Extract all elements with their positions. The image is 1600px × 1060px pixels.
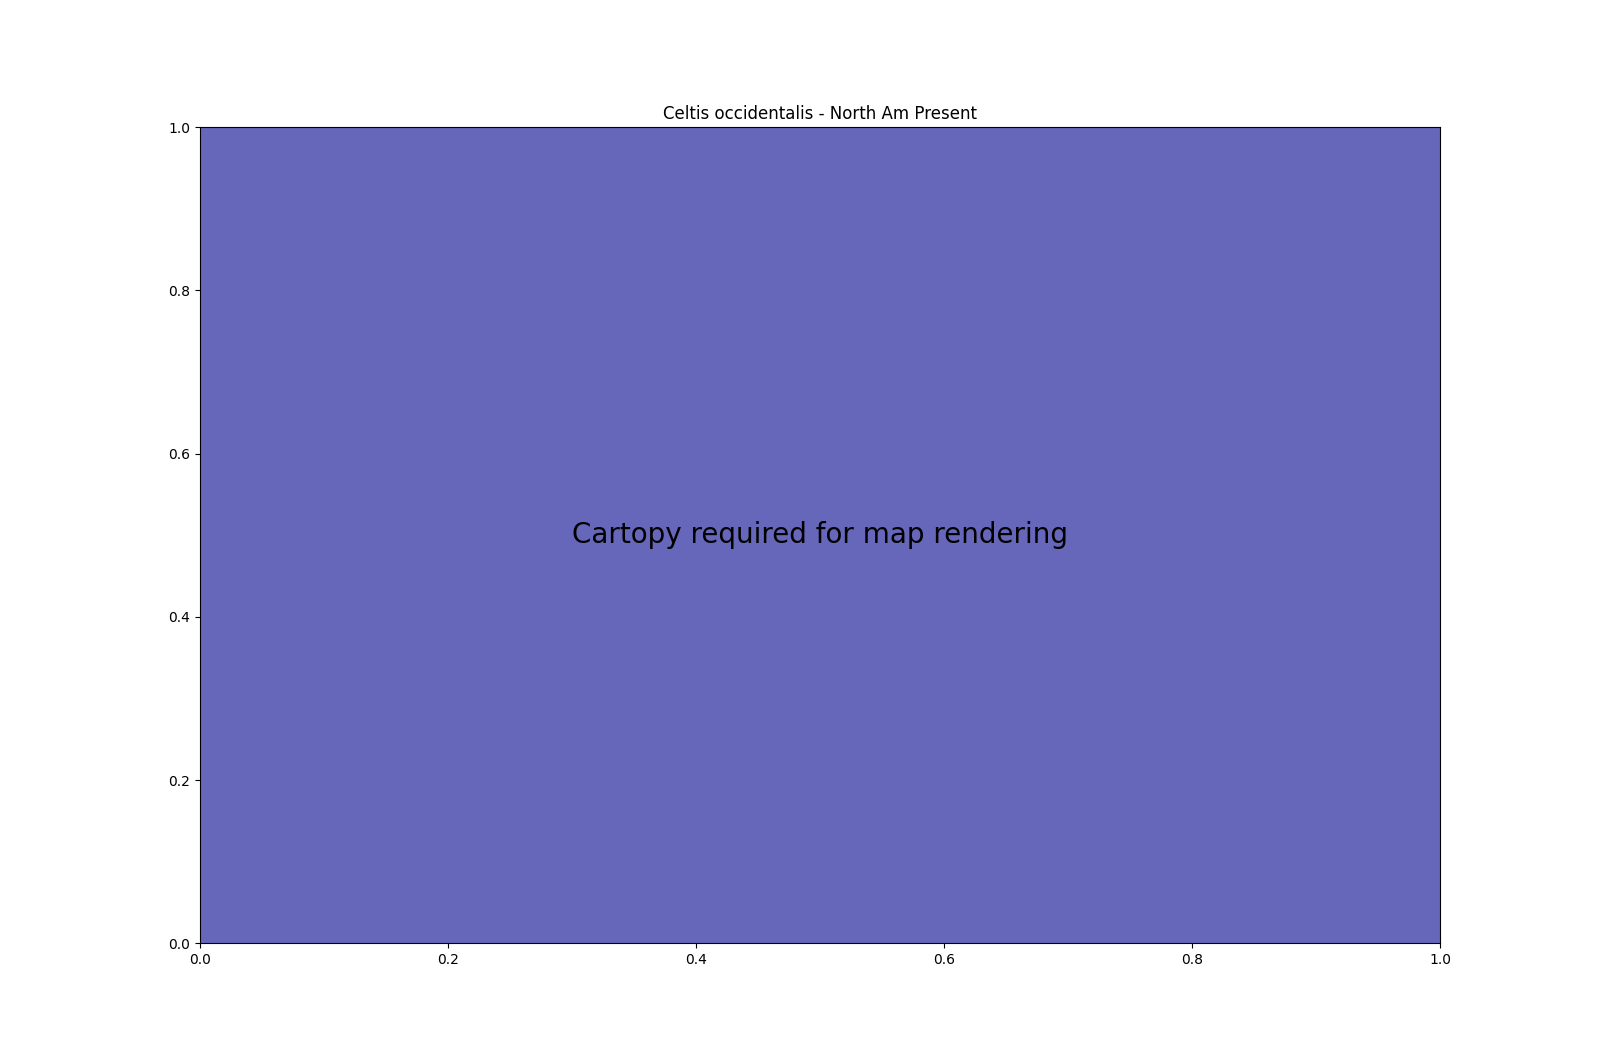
Text: Cartopy required for map rendering: Cartopy required for map rendering [573,522,1069,549]
Title: Celtis occidentalis - North Am Present: Celtis occidentalis - North Am Present [662,105,978,123]
